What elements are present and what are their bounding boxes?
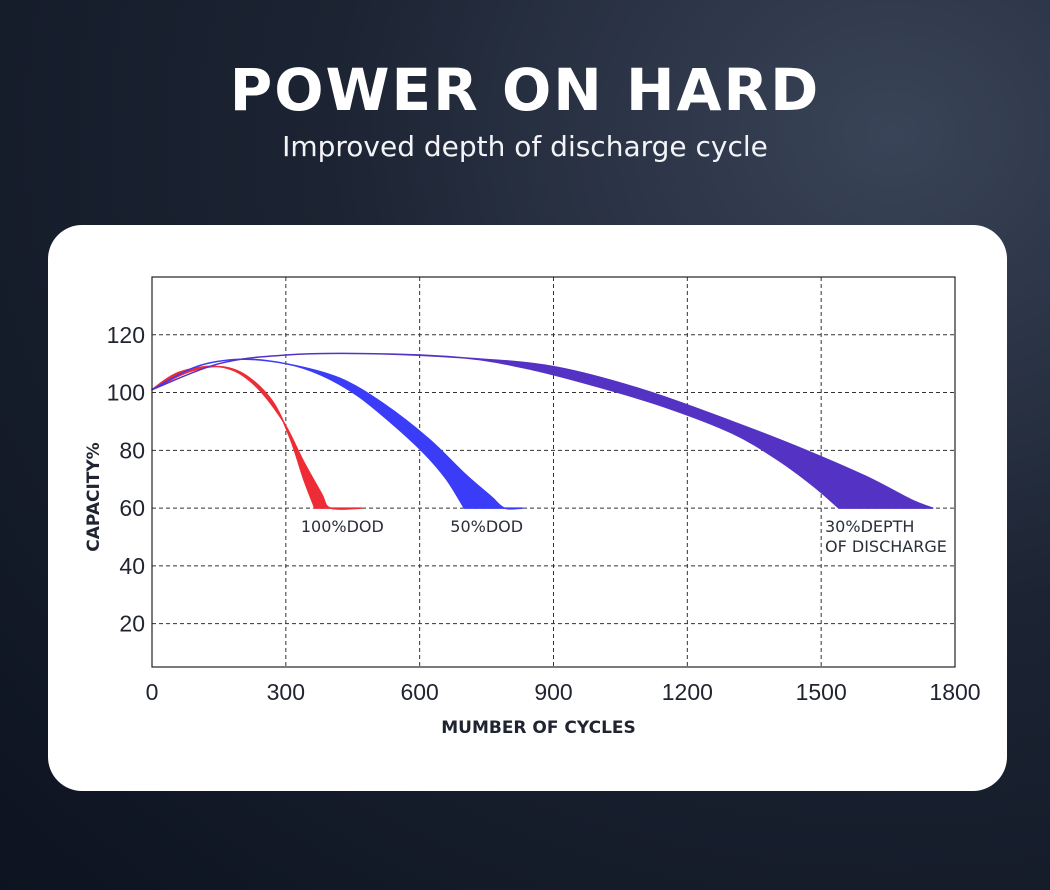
y-tick-label: 120	[107, 322, 145, 348]
y-tick-label: 80	[119, 437, 145, 463]
series-annotation: 30%DEPTH	[825, 517, 914, 536]
tick-labels: 0 300 600 900 1200 1500 1800 20 40 60 80 100 120	[107, 322, 981, 705]
plot-frame	[151, 276, 956, 668]
series-annotation: OF DISCHARGE	[825, 537, 947, 556]
x-tick-label: 900	[534, 679, 572, 705]
page-subtitle: Improved depth of discharge cycle	[282, 130, 768, 163]
y-tick-label: 20	[119, 611, 145, 637]
x-tick-label: 1200	[662, 679, 713, 705]
y-tick-label: 60	[119, 495, 145, 521]
x-tick-label: 300	[267, 679, 305, 705]
x-tick-label: 1500	[796, 679, 847, 705]
series-annotation: 50%DOD	[450, 517, 523, 536]
grid-lines	[152, 277, 955, 667]
x-tick-label: 1800	[929, 679, 980, 705]
x-tick-label: 0	[146, 679, 159, 705]
series-band-30-depth-of-discharge	[151, 352, 934, 509]
y-tick-label: 100	[107, 380, 145, 406]
series-annotation: 100%DOD	[301, 517, 384, 536]
series-band-100-dod	[151, 365, 363, 510]
series-areas	[151, 352, 934, 510]
page-title: POWER ON HARD	[229, 56, 821, 124]
series-band-50-dod	[151, 358, 524, 510]
y-axis-label: CAPACITY%	[84, 442, 104, 551]
x-tick-label: 600	[400, 679, 438, 705]
y-tick-label: 40	[119, 553, 145, 579]
x-axis-label: MUMBER OF CYCLES	[441, 718, 636, 738]
